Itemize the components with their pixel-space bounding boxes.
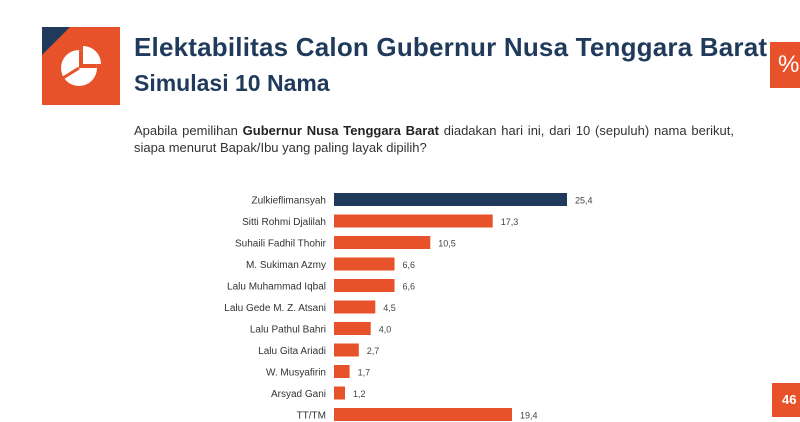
page-number: 46	[772, 383, 800, 417]
category-label: Lalu Gede M. Z. Atsani	[224, 303, 326, 314]
value-label: 17,3	[501, 217, 519, 227]
page-subtitle: Simulasi 10 Nama	[134, 70, 330, 96]
page-title: Elektabilitas Calon Gubernur Nusa Tengga…	[134, 32, 768, 62]
edge-badge: %	[770, 42, 800, 88]
category-label: TT/TM	[297, 411, 326, 422]
question-bold: Gubernur Nusa Tenggara Barat	[242, 123, 439, 138]
bar	[334, 236, 431, 249]
survey-question: Apabila pemilihan Gubernur Nusa Tenggara…	[134, 122, 734, 156]
pie-chart-icon	[61, 46, 101, 86]
bar	[334, 365, 350, 378]
question-suffix: diadakan hari ini, dari 10 (sepuluh) nam…	[134, 123, 734, 155]
value-label: 4,0	[379, 325, 392, 335]
category-label: Lalu Muhammad Iqbal	[227, 282, 326, 293]
bar	[334, 322, 371, 335]
logo-corner	[42, 27, 70, 55]
logo-badge	[42, 27, 120, 105]
value-label: 19,4	[520, 411, 538, 421]
bar	[334, 279, 395, 292]
category-label: Zulkieflimansyah	[252, 196, 326, 207]
value-label: 1,2	[353, 389, 366, 399]
category-label: W. Musyafirin	[266, 368, 326, 379]
bar-chart: Zulkieflimansyah 25,4 Sitti Rohmi Djalilah…	[224, 193, 593, 422]
value-label: 6,6	[403, 282, 416, 292]
bar	[334, 193, 567, 206]
question-prefix: Apabila pemilihan	[134, 123, 243, 138]
bar	[334, 386, 345, 400]
value-label: 1,7	[358, 368, 371, 378]
category-label: Sitti Rohmi Djalilah	[242, 217, 326, 228]
value-label: 6,6	[403, 260, 416, 270]
category-label: Lalu Pathul Bahri	[250, 325, 326, 336]
value-label: 2,7	[367, 346, 380, 356]
bar	[334, 300, 376, 314]
bar	[334, 214, 493, 228]
bar	[334, 408, 512, 421]
category-label: Arsyad Gani	[271, 389, 326, 400]
category-label: Suhaili Fadhil Thohir	[235, 239, 327, 250]
category-label: Lalu Gita Ariadi	[258, 346, 326, 357]
bar	[334, 257, 395, 271]
value-label: 10,5	[438, 239, 456, 249]
bar	[334, 343, 359, 357]
category-label: M. Sukiman Azmy	[246, 260, 326, 271]
value-label: 25,4	[575, 196, 593, 206]
value-label: 4,5	[383, 303, 396, 313]
